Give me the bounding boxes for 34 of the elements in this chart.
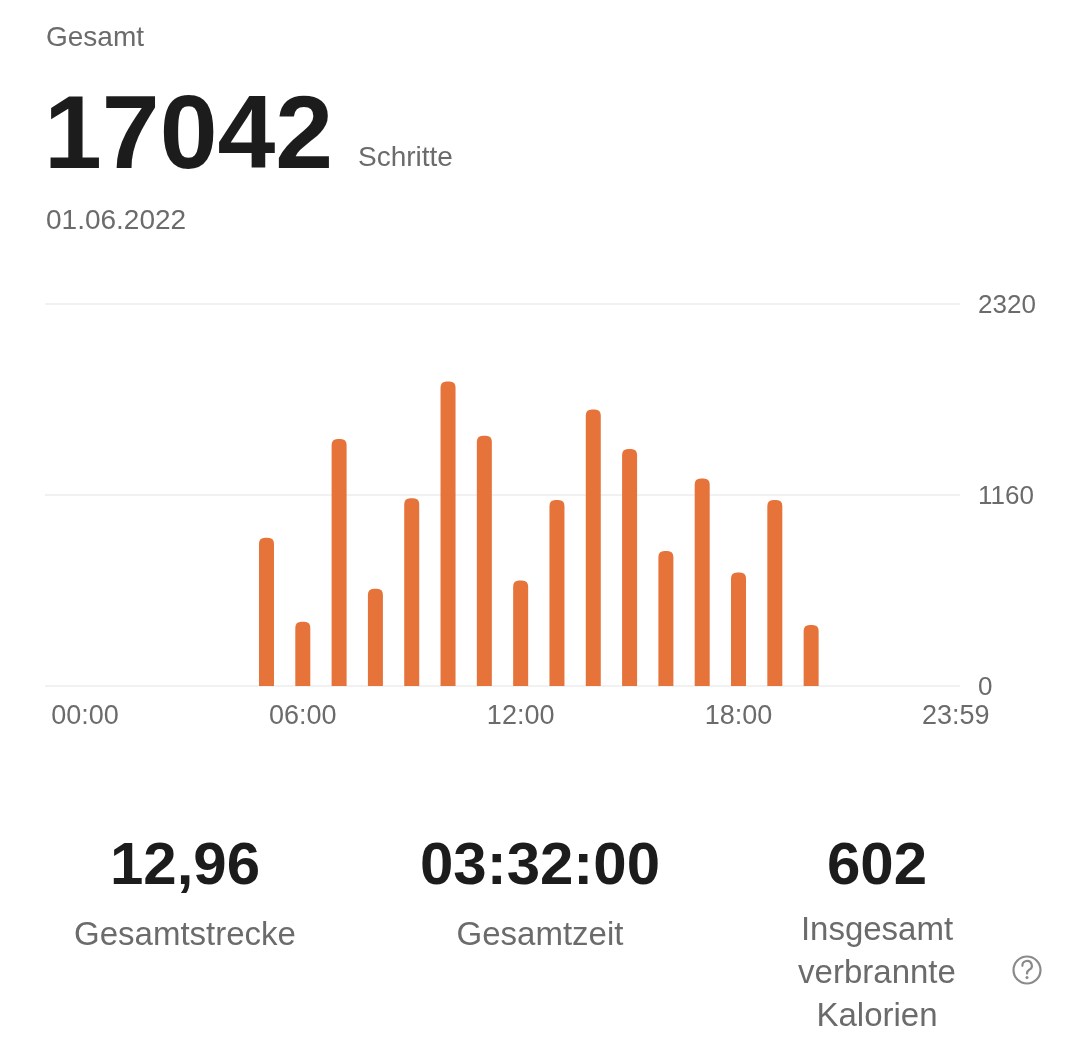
- y-tick-label: 1160: [978, 480, 1034, 511]
- bar: [440, 381, 456, 686]
- bar: [258, 537, 274, 686]
- x-tick-label: 18:00: [704, 700, 773, 730]
- bar: [295, 621, 311, 686]
- bar: [803, 625, 819, 686]
- x-tick-label: 00:00: [51, 700, 119, 730]
- bar: [585, 409, 601, 686]
- text: Gesamtzeit: [456, 915, 624, 952]
- text: 602: [826, 830, 928, 897]
- x-tick-label: 06:00: [269, 700, 337, 730]
- chart-title: Gesamt: [46, 21, 145, 52]
- x-tick-label: 12:00: [486, 700, 555, 730]
- text: 12,96: [109, 830, 261, 897]
- chart-subtitle: 01.06.2022: [46, 204, 187, 235]
- bar: [404, 498, 420, 686]
- bar: [731, 572, 747, 686]
- y-tick-label: 2320: [978, 289, 1036, 320]
- bar: [367, 588, 383, 686]
- bar: [549, 499, 565, 686]
- bar: [513, 580, 529, 686]
- text: 17042: [44, 74, 334, 190]
- y-tick-label: 0: [978, 671, 993, 702]
- text: Schritte: [358, 141, 453, 172]
- bar: [331, 439, 347, 686]
- bar: [622, 448, 638, 686]
- text: Insgesamt verbrannte Kalorien: [798, 910, 956, 1033]
- x-tick-label: 23:59: [921, 700, 990, 730]
- bar: [767, 499, 783, 686]
- text: 03:32:00: [419, 830, 661, 897]
- bar: [476, 435, 492, 686]
- bar: [694, 478, 710, 686]
- bar: [658, 550, 674, 686]
- text: Gesamtstrecke: [74, 915, 296, 952]
